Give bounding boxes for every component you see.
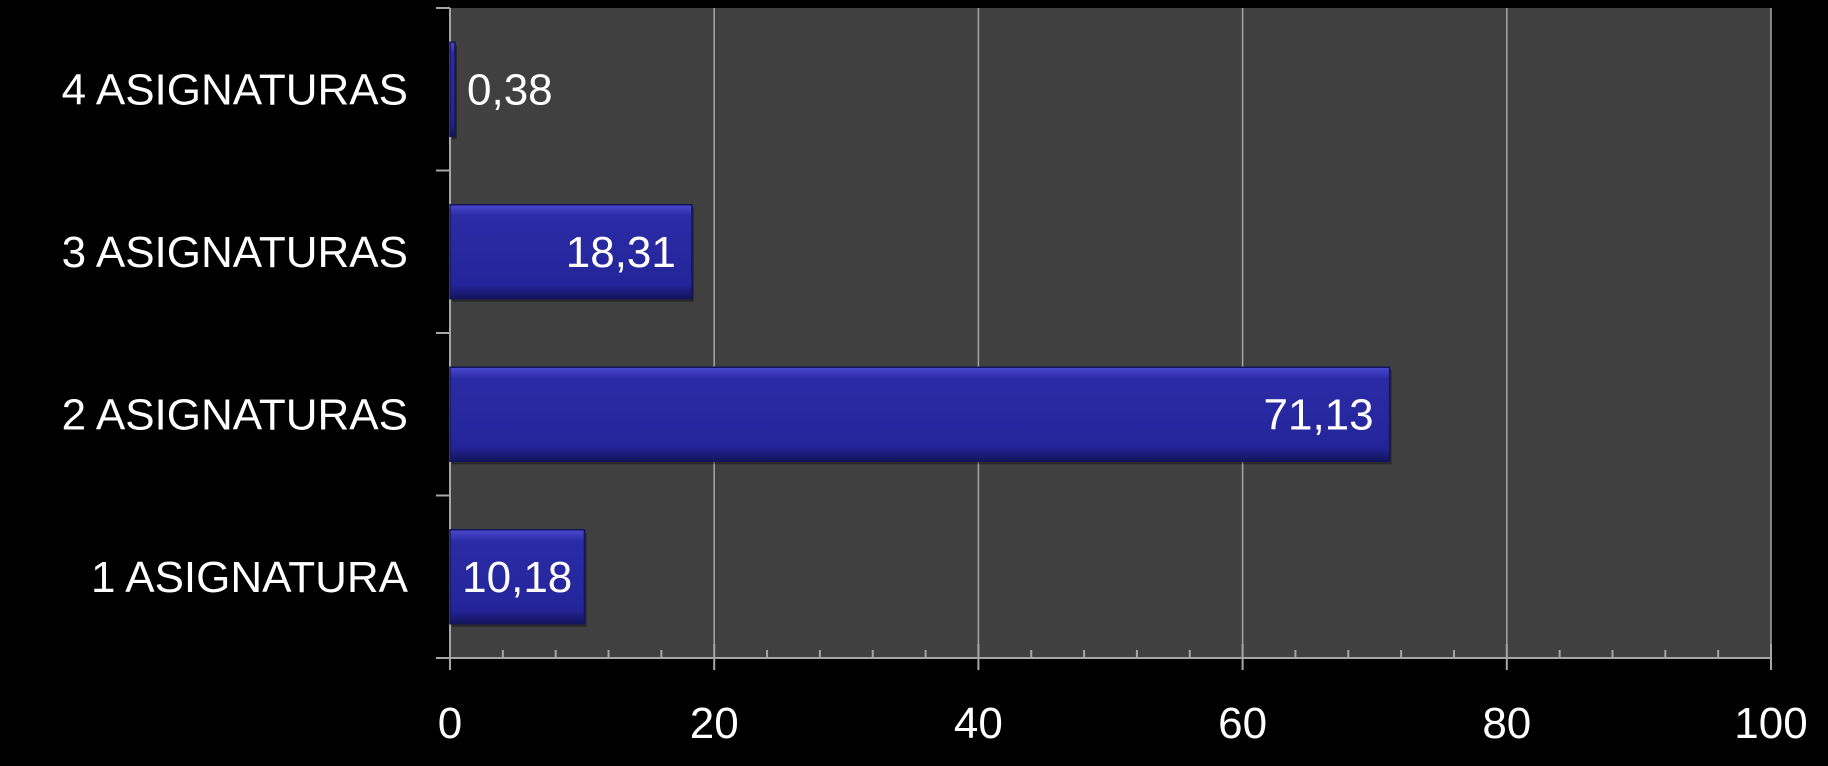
category-label: 2 ASIGNATURAS xyxy=(62,390,408,439)
x-tick-label: 100 xyxy=(1734,699,1807,748)
bar-3 xyxy=(449,204,693,300)
x-tick-labels: 0 20 40 60 80 100 xyxy=(438,699,1808,748)
bar-4 xyxy=(449,41,456,137)
bars xyxy=(449,41,1392,627)
x-tick-label: 80 xyxy=(1482,699,1531,748)
x-tick-label: 20 xyxy=(690,699,739,748)
bar-2 xyxy=(449,366,1391,462)
gridlines xyxy=(713,8,1772,658)
data-label: 10,18 xyxy=(462,553,572,602)
x-tick-label: 0 xyxy=(438,699,462,748)
category-label: 4 ASIGNATURAS xyxy=(62,65,408,114)
category-labels: 1 ASIGNATURA 2 ASIGNATURAS 3 ASIGNATURAS 4 … xyxy=(62,65,409,602)
data-label: 18,31 xyxy=(566,228,676,277)
x-tick-label: 40 xyxy=(954,699,1003,748)
x-tick-label: 60 xyxy=(1218,699,1267,748)
category-label: 1 ASIGNATURA xyxy=(91,553,409,602)
category-label: 3 ASIGNATURAS xyxy=(62,228,408,277)
data-labels: 10,18 71,13 18,31 0,38 xyxy=(462,65,1373,602)
data-label: 71,13 xyxy=(1264,390,1374,439)
bar-1 xyxy=(449,529,586,625)
data-label: 0,38 xyxy=(467,65,553,114)
plot-area xyxy=(450,8,1771,658)
